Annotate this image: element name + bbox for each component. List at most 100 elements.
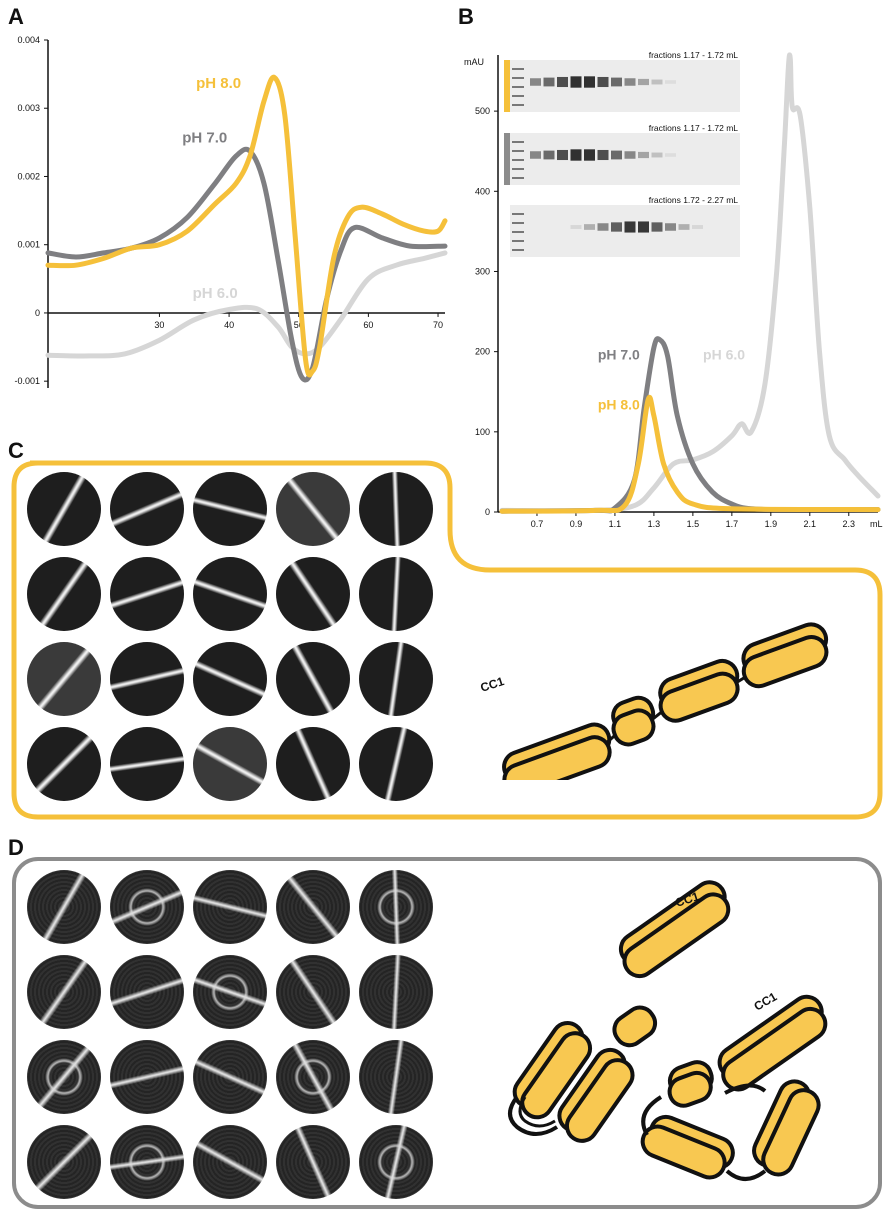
gel-band	[584, 149, 595, 161]
y-tick-label: 400	[475, 186, 490, 196]
gel-band	[651, 222, 663, 232]
d2-seg-b-front	[761, 1088, 821, 1177]
micrograph-particle	[27, 1040, 101, 1114]
y-tick-label: 0.003	[17, 103, 40, 113]
micrograph-particle	[110, 1040, 184, 1114]
gel-band	[597, 223, 609, 231]
linker	[735, 675, 746, 684]
panel-b-sec-chart: mAU 0 100 200 300 400 500 0.7 0.9 1.1 1.3 1.5 1.7 1.9…	[464, 50, 883, 529]
y-tick-label: 0.004	[17, 35, 40, 45]
ladder-band	[512, 231, 524, 233]
d1-hinge	[612, 1005, 658, 1048]
gel-band	[543, 77, 555, 87]
ladder-band	[512, 222, 524, 224]
micrograph-particle	[193, 870, 267, 944]
micrograph-particle	[110, 955, 184, 1029]
segment-front-3	[741, 635, 829, 689]
x-axis-label: mL	[870, 519, 883, 529]
micrograph-particle	[110, 472, 184, 546]
panel-d-frame	[12, 857, 882, 1209]
gel-band	[530, 78, 541, 86]
gel-ph-marker	[504, 205, 510, 257]
sds-gel: fractions 1.72 - 2.27 mL	[504, 195, 740, 257]
micrograph-particle	[276, 727, 350, 801]
micrograph-particle	[193, 472, 267, 546]
ladder-band	[512, 150, 524, 152]
d1-loop-inner	[518, 1096, 556, 1128]
gel-band	[584, 224, 595, 230]
micrograph-particle	[27, 472, 101, 546]
ladder-band	[512, 86, 524, 88]
cc1-front-helix	[502, 735, 612, 780]
micrograph-particle	[359, 642, 433, 716]
y-tick-label: 100	[475, 427, 490, 437]
y-tick-label: 200	[475, 347, 490, 357]
micrograph-particle	[276, 472, 350, 546]
sds-gel: fractions 1.17 - 1.72 mL	[504, 50, 740, 112]
x-tick-label: 60	[363, 320, 373, 330]
y-tick-label: 0	[35, 308, 40, 318]
x-tick-label: 70	[433, 320, 443, 330]
d2-seg-a-front	[640, 1124, 727, 1180]
gel-ph-marker	[504, 60, 510, 112]
gel-band	[597, 149, 609, 161]
micrograph-particle	[276, 1040, 350, 1114]
gel-band	[570, 149, 582, 161]
d2-loop-left	[641, 1095, 663, 1136]
y-axis-label: mAU	[464, 57, 484, 67]
d2-cc1-front	[721, 1006, 828, 1092]
gel-band	[584, 76, 595, 88]
gel-band	[624, 78, 636, 86]
gel-band	[611, 150, 622, 160]
micrograph-particle	[27, 642, 101, 716]
sds-gel: fractions 1.17 - 1.72 mL	[504, 123, 740, 185]
gel-band	[638, 78, 649, 86]
gel-band	[570, 76, 582, 88]
micrograph-particle	[27, 727, 101, 801]
x-tick-label: 1.5	[687, 519, 700, 529]
micrograph-particle	[359, 727, 433, 801]
x-tick-label: 0.7	[531, 519, 544, 529]
ladder-band	[512, 240, 524, 242]
gel-band	[638, 221, 649, 233]
gel-ph-marker	[504, 133, 510, 185]
panel-a-cd-chart: 0.004 0.003 0.002 0.001 0 -0.001 30 40 50 60 70 pH …	[14, 35, 448, 388]
panel-c-cc1-schematic: CC1	[479, 622, 829, 780]
y-tick-label: 300	[475, 266, 490, 276]
x-tick-label: 1.7	[726, 519, 739, 529]
series-label: pH 7.0	[598, 347, 640, 363]
d1-seg-b-front	[564, 1058, 635, 1143]
linker	[651, 710, 663, 721]
series-label: pH 7.0	[182, 129, 227, 146]
gel-band	[624, 151, 636, 159]
d1-cc1-front	[622, 892, 731, 979]
series-line-ph60	[45, 250, 448, 359]
micrograph-particle	[27, 870, 101, 944]
series-line-ph80	[499, 394, 881, 514]
ladder-band	[512, 159, 524, 161]
ladder-band	[512, 141, 524, 143]
micrograph-particle	[27, 1125, 101, 1199]
x-tick-label: 50	[294, 320, 304, 330]
series-label: pH 6.0	[703, 347, 745, 363]
micrograph-particle	[110, 557, 184, 631]
ladder-band	[512, 77, 524, 79]
ladder-band	[512, 168, 524, 170]
gel-band	[597, 76, 609, 88]
micrograph-particle	[110, 870, 184, 944]
micrograph-particle	[110, 1125, 184, 1199]
gel-band	[543, 150, 555, 160]
panel-b-letter: B	[458, 4, 474, 29]
series-label: pH 6.0	[193, 285, 238, 302]
x-tick-label: 30	[154, 320, 164, 330]
micrograph-particle	[193, 955, 267, 1029]
gel-caption: fractions 1.72 - 2.27 mL	[649, 195, 739, 205]
x-tick-label: 1.9	[765, 519, 778, 529]
segment-front-2	[658, 671, 740, 723]
micrograph-particle	[276, 870, 350, 944]
panel-c-border	[11, 460, 883, 820]
y-tick-label: 0	[485, 507, 490, 517]
ladder-band	[512, 68, 524, 70]
series-label: pH 8.0	[598, 396, 640, 412]
panel-d-border	[12, 857, 882, 1209]
